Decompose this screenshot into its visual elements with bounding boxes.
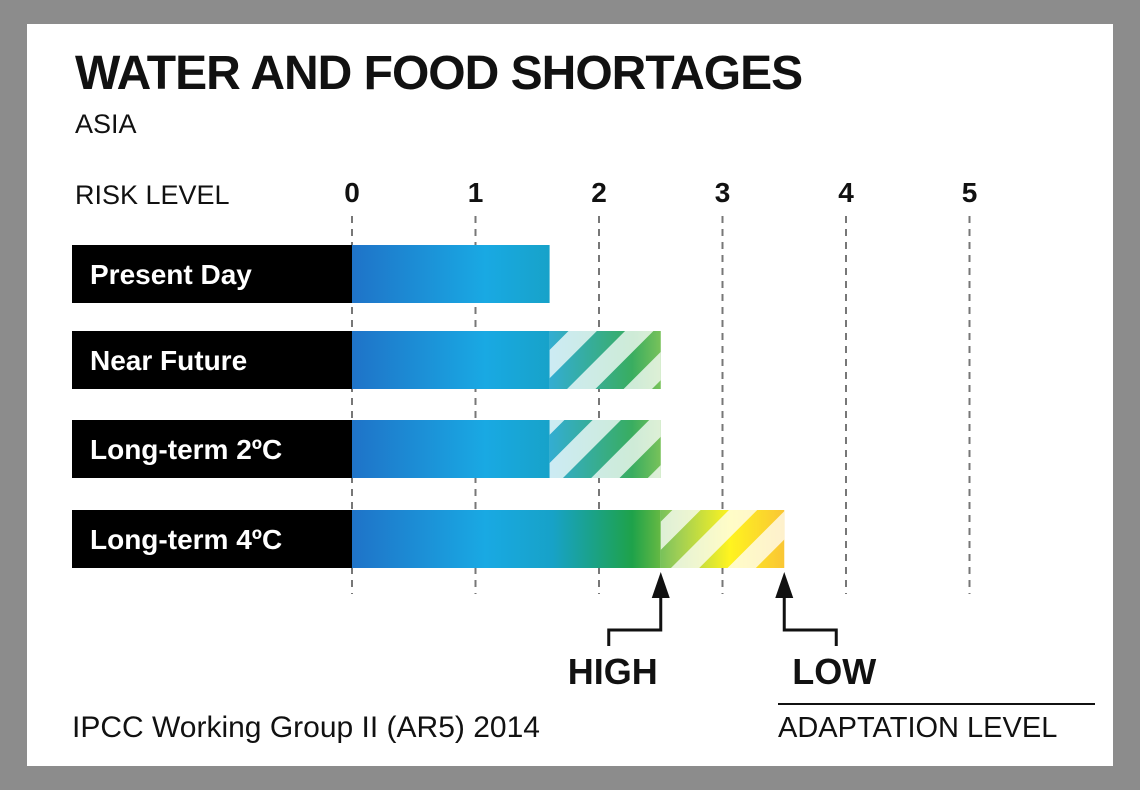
infographic-card: WATER AND FOOD SHORTAGES ASIA RISK LEVEL… [27, 24, 1113, 766]
bar-high-adaptation [352, 420, 550, 478]
category-label: Near Future [90, 345, 247, 376]
category-label-box [72, 331, 352, 389]
tick-label: 5 [962, 177, 978, 208]
category-label: Long-term 2ºC [90, 434, 282, 465]
tick-label: 4 [838, 177, 854, 208]
bar-low-adaptation-hatch [660, 510, 785, 568]
bar-low-adaptation-hatch [549, 420, 661, 478]
category-label-box [72, 420, 352, 478]
tick-label: 0 [344, 177, 360, 208]
adaptation-marker-label: HIGH [568, 651, 658, 692]
bar-low-adaptation-hatch [549, 331, 661, 389]
source-credit: IPCC Working Group II (AR5) 2014 [72, 711, 540, 744]
bar-high-adaptation [352, 245, 550, 303]
category-label: Long-term 4ºC [90, 524, 282, 555]
arrow-up-icon [775, 572, 794, 598]
bar-high-adaptation [352, 331, 550, 389]
chart-title: WATER AND FOOD SHORTAGES [75, 47, 803, 100]
adaptation-marker-label: LOW [792, 651, 876, 692]
adaptation-level-title: ADAPTATION LEVEL [778, 712, 1058, 744]
arrow-connector [782, 596, 838, 646]
axis-label: RISK LEVEL [75, 180, 230, 210]
tick-label: 2 [591, 177, 607, 208]
tick-label: 1 [468, 177, 484, 208]
category-label: Present Day [90, 259, 252, 290]
risk-chart: Present Day Near Future Long-term 2ºC Long-… [72, 177, 1095, 705]
arrow-connector [607, 596, 663, 646]
tick-label: 3 [715, 177, 731, 208]
arrow-up-icon [651, 572, 670, 598]
category-label-box [72, 510, 352, 568]
category-label-box [72, 245, 352, 303]
bar-high-adaptation [352, 510, 661, 568]
chart-subtitle: ASIA [75, 109, 137, 139]
